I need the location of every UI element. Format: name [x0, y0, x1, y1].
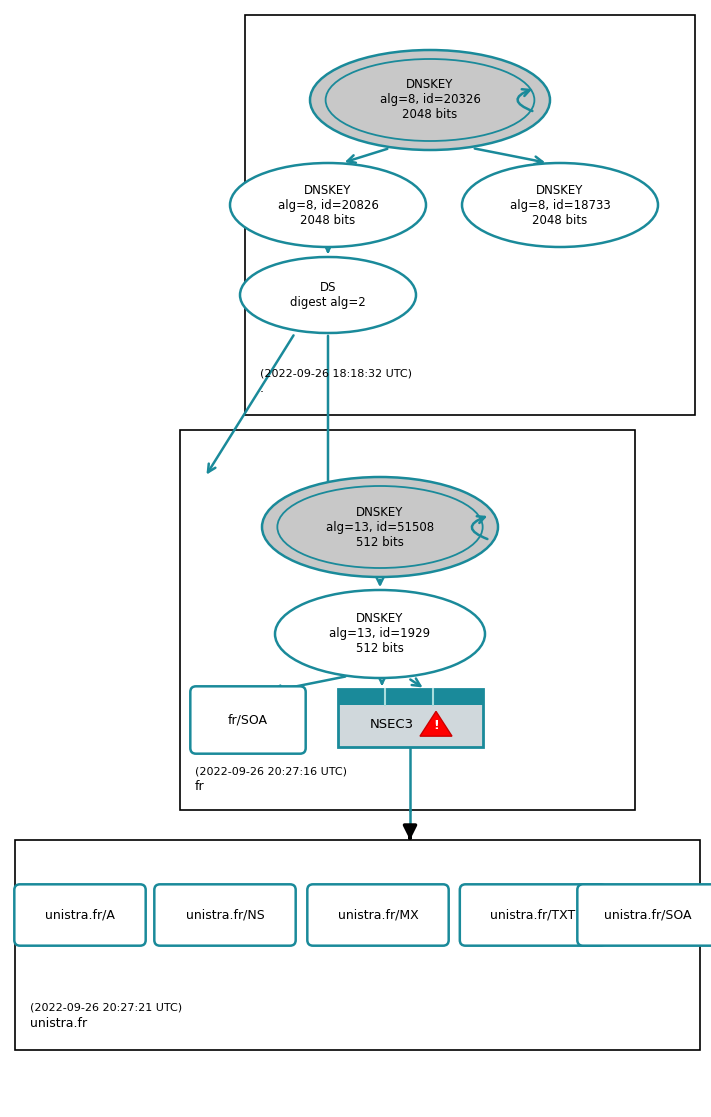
FancyBboxPatch shape: [338, 689, 483, 705]
FancyBboxPatch shape: [460, 885, 606, 946]
Ellipse shape: [462, 163, 658, 247]
FancyBboxPatch shape: [180, 430, 635, 810]
Text: DNSKEY
alg=13, id=1929
512 bits: DNSKEY alg=13, id=1929 512 bits: [329, 612, 431, 656]
Ellipse shape: [310, 50, 550, 150]
Text: fr/SOA: fr/SOA: [228, 714, 268, 726]
Text: DS
digest alg=2: DS digest alg=2: [290, 281, 366, 309]
Text: unistra.fr/A: unistra.fr/A: [45, 908, 115, 922]
Text: NSEC3: NSEC3: [370, 718, 414, 732]
Text: fr: fr: [195, 780, 205, 793]
Text: .: .: [260, 382, 264, 395]
Text: unistra.fr: unistra.fr: [30, 1016, 87, 1030]
Text: unistra.fr/NS: unistra.fr/NS: [186, 908, 264, 922]
Text: !: !: [433, 719, 439, 733]
FancyBboxPatch shape: [577, 885, 711, 946]
FancyBboxPatch shape: [15, 840, 700, 1050]
Text: unistra.fr/MX: unistra.fr/MX: [338, 908, 418, 922]
Text: DNSKEY
alg=13, id=51508
512 bits: DNSKEY alg=13, id=51508 512 bits: [326, 506, 434, 548]
FancyBboxPatch shape: [14, 885, 146, 946]
FancyBboxPatch shape: [191, 686, 306, 754]
Text: DNSKEY
alg=8, id=18733
2048 bits: DNSKEY alg=8, id=18733 2048 bits: [510, 183, 610, 227]
Ellipse shape: [275, 590, 485, 678]
Ellipse shape: [240, 257, 416, 333]
Text: DNSKEY
alg=8, id=20326
2048 bits: DNSKEY alg=8, id=20326 2048 bits: [380, 78, 481, 122]
Text: unistra.fr/SOA: unistra.fr/SOA: [604, 908, 692, 922]
FancyBboxPatch shape: [245, 15, 695, 416]
Text: (2022-09-26 18:18:32 UTC): (2022-09-26 18:18:32 UTC): [260, 367, 412, 378]
Text: (2022-09-26 20:27:16 UTC): (2022-09-26 20:27:16 UTC): [195, 766, 347, 776]
FancyBboxPatch shape: [154, 885, 296, 946]
FancyBboxPatch shape: [338, 689, 483, 747]
Text: DNSKEY
alg=8, id=20826
2048 bits: DNSKEY alg=8, id=20826 2048 bits: [277, 183, 378, 227]
Ellipse shape: [262, 477, 498, 577]
Ellipse shape: [230, 163, 426, 247]
FancyBboxPatch shape: [307, 885, 449, 946]
Polygon shape: [420, 712, 452, 736]
Text: unistra.fr/TXT: unistra.fr/TXT: [491, 908, 576, 922]
Text: (2022-09-26 20:27:21 UTC): (2022-09-26 20:27:21 UTC): [30, 1003, 182, 1013]
